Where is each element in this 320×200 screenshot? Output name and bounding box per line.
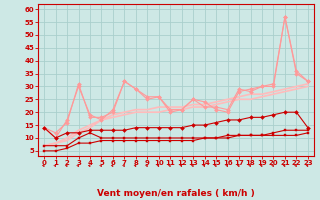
Text: Vent moyen/en rafales ( km/h ): Vent moyen/en rafales ( km/h ) <box>97 189 255 198</box>
